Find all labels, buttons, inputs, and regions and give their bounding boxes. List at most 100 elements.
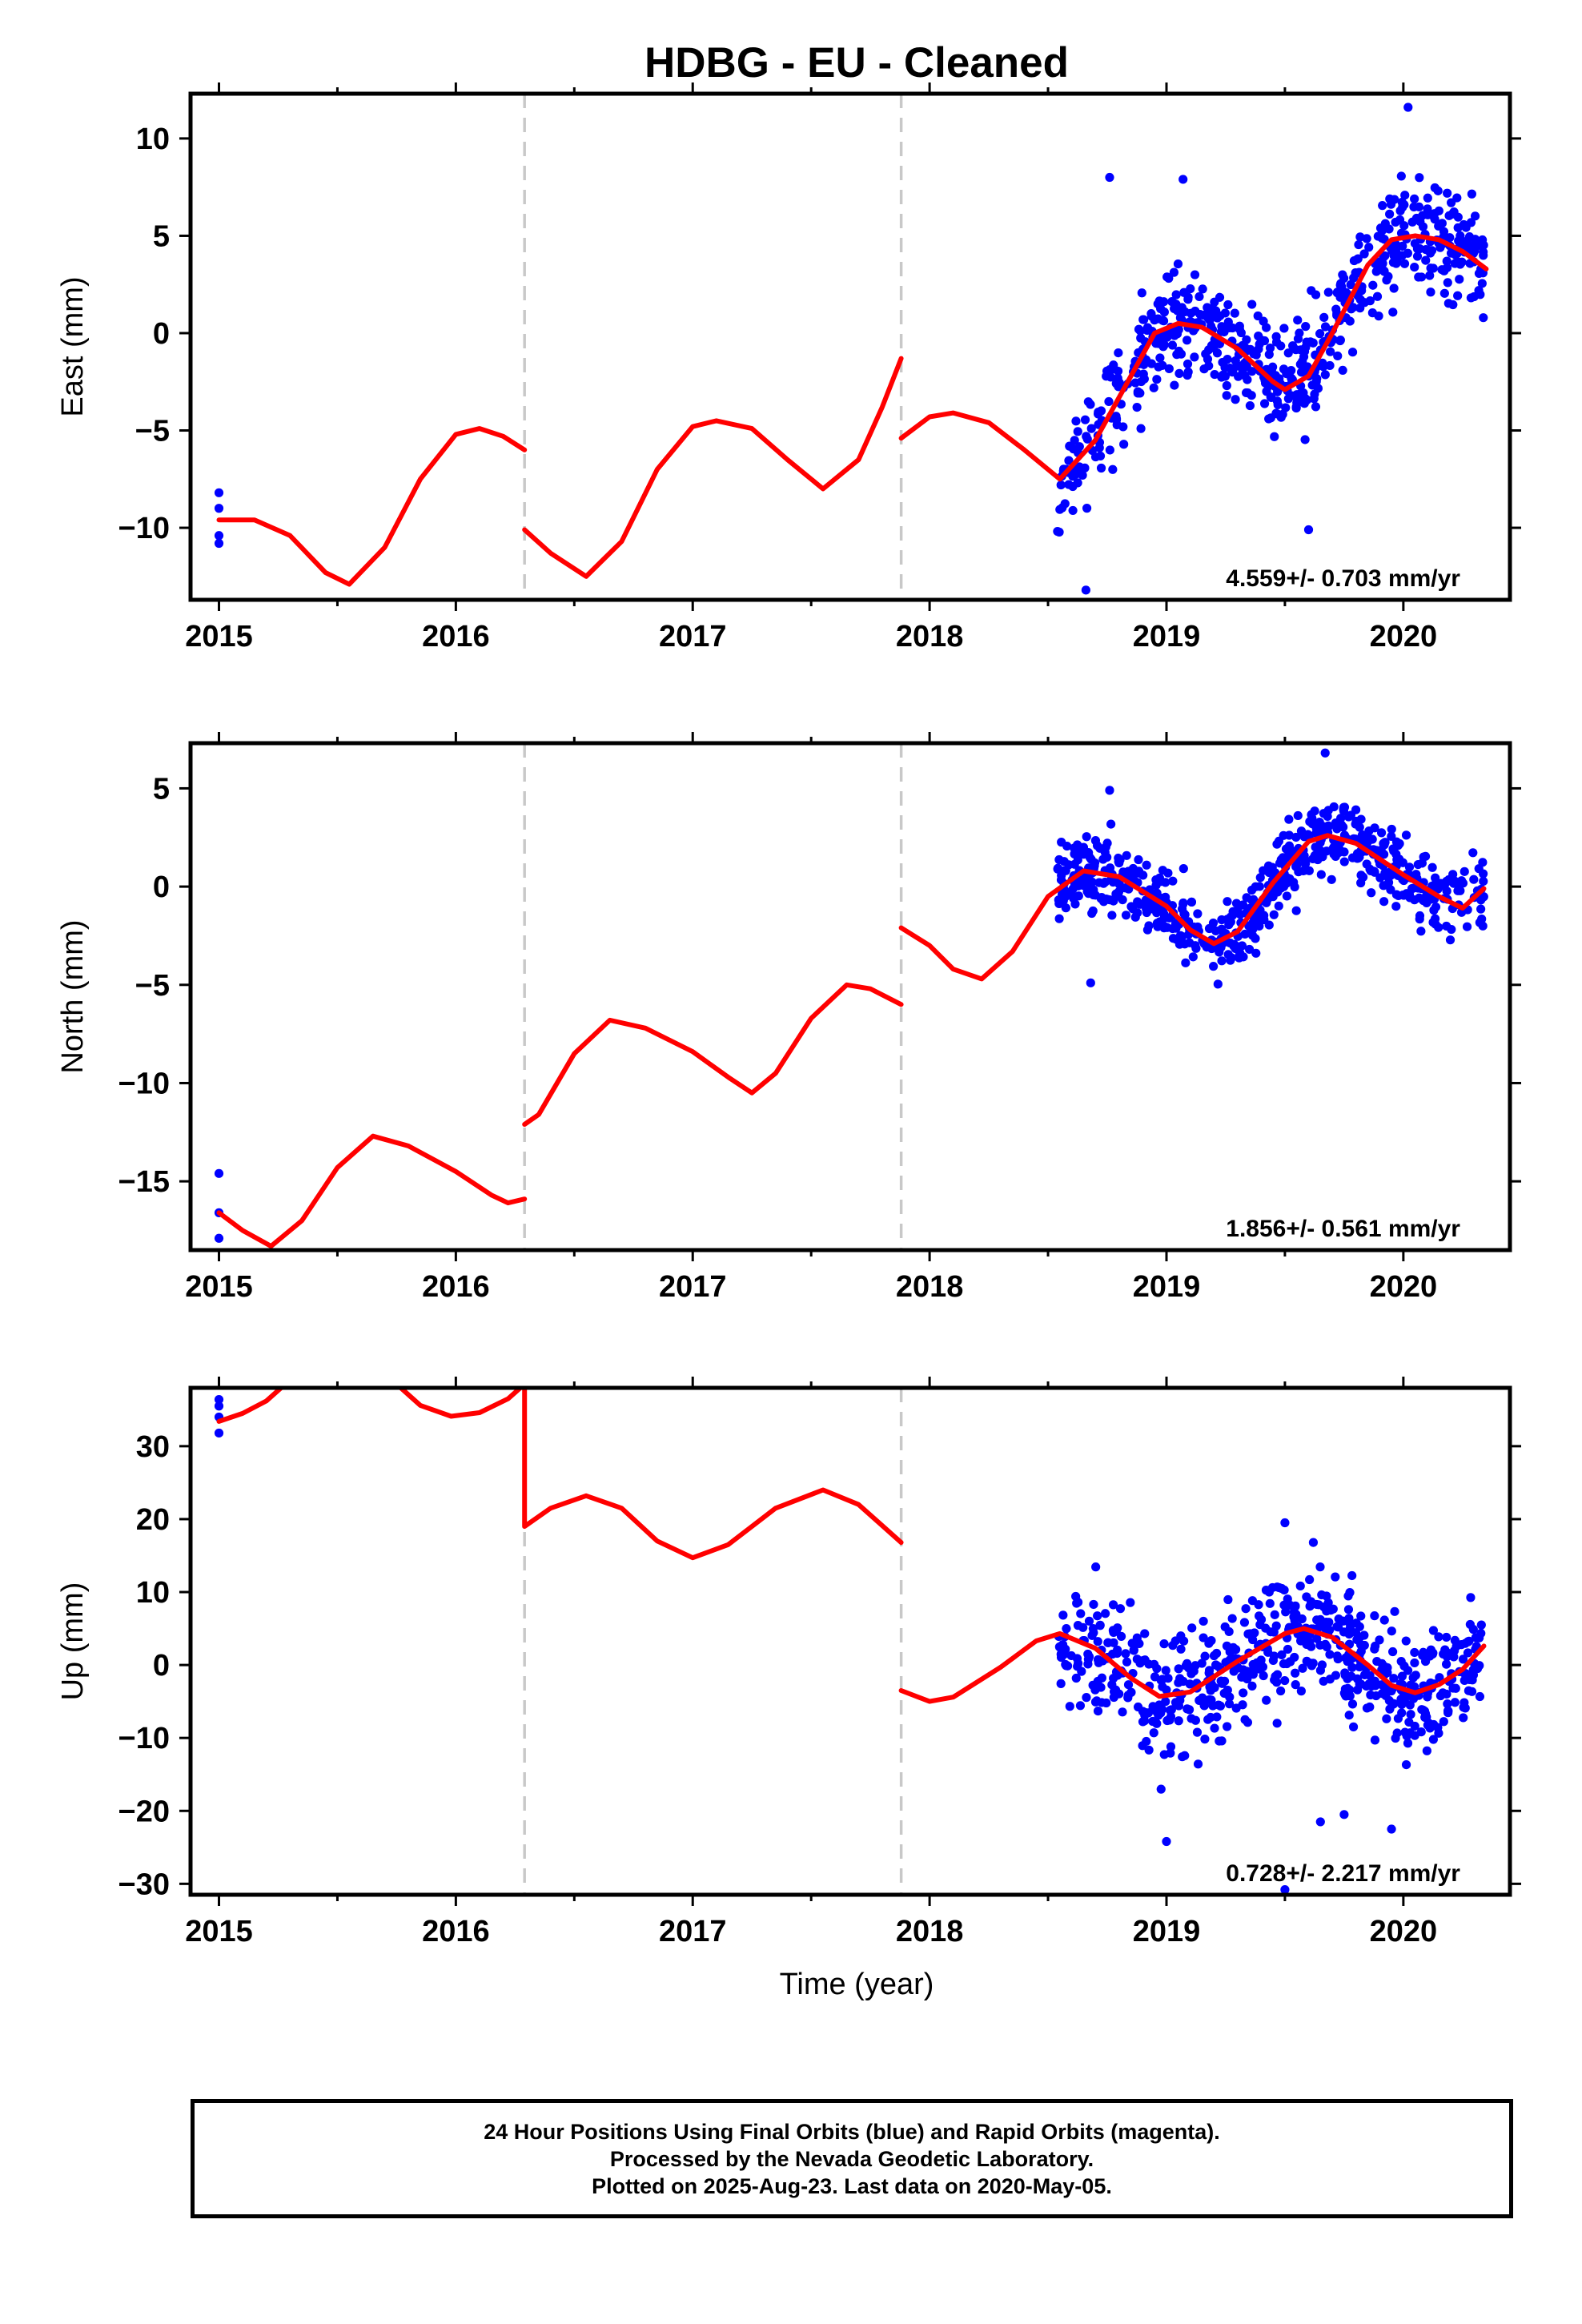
data-point (1388, 844, 1398, 854)
model-series (216, 1388, 1487, 1704)
data-point (1431, 902, 1441, 912)
data-point (1223, 1594, 1233, 1605)
data-point (1475, 1661, 1484, 1671)
data-point (1240, 929, 1250, 939)
y-tick-label: −20 (118, 1795, 170, 1828)
data-point (1154, 362, 1163, 372)
model-curve (898, 1626, 1487, 1704)
data-point (1270, 432, 1279, 441)
data-point (1404, 862, 1415, 872)
data-point (1401, 830, 1411, 840)
data-point (1146, 312, 1157, 321)
scatter-series (214, 748, 1488, 1243)
data-point (1439, 227, 1449, 236)
data-point (1479, 240, 1488, 250)
data-point (1370, 823, 1379, 833)
data-point (1425, 1651, 1435, 1661)
data-point (1132, 402, 1142, 412)
model-series (216, 233, 1489, 587)
y-tick-label: −5 (135, 415, 170, 448)
data-point (1431, 919, 1440, 929)
data-point (1134, 854, 1143, 865)
data-point (1389, 283, 1399, 293)
data-point (1311, 402, 1321, 412)
data-point (1291, 1680, 1300, 1690)
data-point (1454, 236, 1464, 246)
model-curve (522, 1388, 904, 1561)
data-point (1164, 364, 1174, 374)
data-point (1282, 891, 1292, 901)
data-point (1296, 1635, 1306, 1645)
data-point (1320, 748, 1330, 758)
data-point (1241, 1604, 1251, 1614)
data-point (1082, 1693, 1091, 1703)
data-point (1082, 832, 1091, 842)
data-point (1115, 1604, 1126, 1614)
data-point (1113, 366, 1123, 376)
data-point (1193, 1759, 1203, 1769)
data-point (1280, 1518, 1290, 1528)
data-point (1463, 1648, 1473, 1658)
data-point (1144, 1745, 1154, 1755)
data-point (1289, 1607, 1299, 1617)
x-tick-label: 2019 (1133, 1270, 1201, 1304)
data-point (1403, 103, 1413, 112)
data-point (1207, 1695, 1216, 1705)
data-point (1434, 206, 1443, 215)
data-point (1453, 223, 1463, 232)
data-point (1154, 1711, 1163, 1720)
data-point (1203, 354, 1213, 364)
data-point (1205, 316, 1215, 325)
data-point (1347, 1663, 1357, 1672)
data-point (1066, 1651, 1076, 1661)
data-point (1299, 866, 1308, 876)
data-point (1120, 883, 1130, 893)
data-point (1121, 911, 1131, 920)
x-tick-label: 2018 (896, 620, 964, 653)
data-point (1397, 251, 1407, 260)
data-point (1457, 257, 1467, 267)
data-point (1161, 1697, 1170, 1707)
data-point (1391, 217, 1400, 227)
data-point (1257, 336, 1267, 345)
model-series (216, 833, 1487, 1249)
data-point (1223, 300, 1233, 310)
data-point (1325, 1675, 1335, 1684)
data-point (1171, 923, 1181, 933)
data-point (1422, 898, 1431, 908)
data-point (1190, 352, 1199, 362)
data-point (1217, 956, 1227, 966)
x-tick-label: 2018 (896, 1915, 964, 1948)
data-point (1182, 370, 1192, 380)
y-tick-label: 30 (136, 1430, 170, 1464)
data-point (1410, 1647, 1419, 1658)
data-point (1262, 323, 1271, 332)
data-point (1366, 834, 1376, 844)
data-point (1097, 1673, 1107, 1683)
data-point (1293, 316, 1303, 325)
data-point (1317, 1590, 1327, 1600)
data-point (1210, 369, 1219, 380)
data-point (1231, 395, 1240, 404)
data-point (1188, 952, 1198, 962)
data-point (1084, 1652, 1094, 1662)
data-point (214, 1428, 224, 1438)
data-point (1324, 1625, 1335, 1635)
data-point (1375, 1635, 1384, 1645)
data-point (1253, 311, 1263, 321)
data-point (1428, 1735, 1438, 1744)
data-point (1137, 288, 1146, 298)
data-point (1443, 1706, 1453, 1715)
data-point (1157, 335, 1166, 344)
data-point (1301, 322, 1311, 332)
data-point (1152, 1719, 1162, 1728)
data-point (1430, 183, 1439, 193)
data-point (1111, 379, 1121, 388)
data-point (1074, 1598, 1083, 1607)
data-point (1199, 364, 1209, 374)
data-point (1247, 300, 1257, 309)
data-point (1331, 851, 1340, 862)
data-point (1080, 415, 1090, 424)
data-point (1274, 901, 1283, 911)
plot-frame (188, 1385, 1512, 1897)
